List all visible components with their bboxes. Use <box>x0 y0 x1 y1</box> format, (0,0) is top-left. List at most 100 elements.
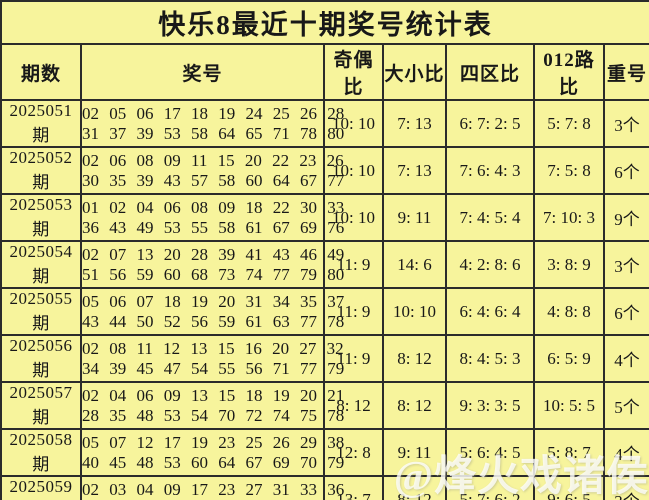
numbers-line-1: 02 04 06 09 13 15 18 19 20 21 <box>82 385 345 405</box>
period-cell: 2025051期 <box>0 99 82 148</box>
numbers-line-1: 02 03 04 09 17 23 27 31 33 36 <box>82 479 345 499</box>
big-small-cell: 14: 6 <box>382 240 447 289</box>
odd-even-cell: 10: 10 <box>323 193 384 242</box>
table-row: 2025052期 02 06 08 09 11 15 20 22 23 26 3… <box>0 146 649 195</box>
road-ratio-cell: 6: 5: 9 <box>533 334 605 383</box>
numbers-line-2: 36 43 49 53 55 58 61 67 69 76 <box>82 217 345 237</box>
numbers-line-2: 31 37 39 53 58 64 65 71 78 80 <box>82 123 345 143</box>
road-ratio-cell: 10: 5: 5 <box>533 381 605 430</box>
col-header-winning-numbers: 奖号 <box>80 43 325 101</box>
odd-even-cell: 12: 8 <box>323 428 384 477</box>
repeat-cell: 3个 <box>602 99 649 148</box>
title-row: 快乐8最近十期奖号统计表 <box>0 0 649 45</box>
big-small-cell: 8: 12 <box>382 475 447 500</box>
header-row: 期数 奖号 奇偶比 大小比 四区比 012路比 重号 <box>0 43 649 101</box>
four-zone-cell: 6: 7: 2: 5 <box>445 99 535 148</box>
page-title: 快乐8最近十期奖号统计表 <box>0 0 649 45</box>
odd-even-cell: 10: 10 <box>323 99 384 148</box>
numbers-line-2: 34 39 45 47 54 55 56 71 77 79 <box>82 358 345 378</box>
period-cell: 2025052期 <box>0 146 82 195</box>
numbers-line-2: 30 35 39 43 57 58 60 64 67 77 <box>82 170 345 190</box>
repeat-cell: 4个 <box>602 334 649 383</box>
numbers-line-2: 51 56 59 60 68 73 74 77 79 80 <box>82 264 345 284</box>
table-row: 2025056期 02 08 11 12 13 15 16 20 27 32 3… <box>0 334 649 383</box>
period-cell: 2025056期 <box>0 334 82 383</box>
big-small-cell: 8: 12 <box>382 334 447 383</box>
repeat-cell: 9个 <box>602 193 649 242</box>
period-cell: 2025055期 <box>0 287 82 336</box>
road-ratio-cell: 4: 8: 8 <box>533 287 605 336</box>
big-small-cell: 10: 10 <box>382 287 447 336</box>
col-header-repeat-numbers: 重号 <box>602 43 649 101</box>
table-row: 2025057期 02 04 06 09 13 15 18 19 20 21 2… <box>0 381 649 430</box>
repeat-cell: 4个 <box>602 428 649 477</box>
repeat-cell: 6个 <box>602 146 649 195</box>
numbers-line-1: 02 08 11 12 13 15 16 20 27 32 <box>82 338 344 358</box>
col-header-period: 期数 <box>0 43 82 101</box>
repeat-cell: 3个 <box>602 475 649 500</box>
four-zone-cell: 5: 6: 4: 5 <box>445 428 535 477</box>
numbers-cell: 05 06 07 18 19 20 31 34 35 37 43 44 50 5… <box>80 287 345 336</box>
numbers-cell: 02 05 06 17 18 19 24 25 26 28 31 37 39 5… <box>80 99 345 148</box>
numbers-line-1: 02 07 13 20 28 39 41 43 46 49 <box>82 244 345 264</box>
four-zone-cell: 5: 7: 6: 2 <box>445 475 535 500</box>
period-cell: 2025053期 <box>0 193 82 242</box>
numbers-cell: 02 04 06 09 13 15 18 19 20 21 28 35 48 5… <box>80 381 345 430</box>
road-ratio-cell: 5: 7: 8 <box>533 99 605 148</box>
table-row: 2025051期 02 05 06 17 18 19 24 25 26 28 3… <box>0 99 649 148</box>
four-zone-cell: 7: 6: 4: 3 <box>445 146 535 195</box>
numbers-line-2: 28 35 48 53 54 70 72 74 75 78 <box>82 405 345 425</box>
big-small-cell: 7: 13 <box>382 99 447 148</box>
odd-even-cell: 11: 9 <box>323 240 384 289</box>
road-ratio-cell: 3: 8: 9 <box>533 240 605 289</box>
four-zone-cell: 7: 4: 5: 4 <box>445 193 535 242</box>
numbers-line-1: 02 06 08 09 11 15 20 22 23 26 <box>82 150 344 170</box>
col-header-four-zone-ratio: 四区比 <box>445 43 535 101</box>
period-cell: 2025054期 <box>0 240 82 289</box>
numbers-line-2: 40 45 48 53 60 64 67 69 70 79 <box>82 452 345 472</box>
odd-even-cell: 13: 7 <box>323 475 384 500</box>
table-row: 2025059期 02 03 04 09 17 23 27 31 33 36 3… <box>0 475 649 500</box>
numbers-cell: 01 02 04 06 08 09 18 22 30 33 36 43 49 5… <box>80 193 345 242</box>
numbers-cell: 05 07 12 17 19 23 25 26 29 38 40 45 48 5… <box>80 428 345 477</box>
numbers-line-1: 05 07 12 17 19 23 25 26 29 38 <box>82 432 345 452</box>
road-ratio-cell: 7: 10: 3 <box>533 193 605 242</box>
period-cell: 2025058期 <box>0 428 82 477</box>
road-ratio-cell: 5: 8: 7 <box>533 428 605 477</box>
period-cell: 2025057期 <box>0 381 82 430</box>
numbers-cell: 02 06 08 09 11 15 20 22 23 26 30 35 39 4… <box>80 146 345 195</box>
table-row: 2025054期 02 07 13 20 28 39 41 43 46 49 5… <box>0 240 649 289</box>
four-zone-cell: 8: 4: 5: 3 <box>445 334 535 383</box>
big-small-cell: 9: 11 <box>382 428 447 477</box>
repeat-cell: 6个 <box>602 287 649 336</box>
table-row: 2025055期 05 06 07 18 19 20 31 34 35 37 4… <box>0 287 649 336</box>
repeat-cell: 5个 <box>602 381 649 430</box>
big-small-cell: 9: 11 <box>382 193 447 242</box>
big-small-cell: 7: 13 <box>382 146 447 195</box>
four-zone-cell: 4: 2: 8: 6 <box>445 240 535 289</box>
road-ratio-cell: 7: 5: 8 <box>533 146 605 195</box>
four-zone-cell: 9: 3: 3: 5 <box>445 381 535 430</box>
numbers-line-1: 01 02 04 06 08 09 18 22 30 33 <box>82 197 345 217</box>
numbers-line-2: 43 44 50 52 56 59 61 63 77 78 <box>82 311 345 331</box>
big-small-cell: 8: 12 <box>382 381 447 430</box>
odd-even-cell: 11: 9 <box>323 287 384 336</box>
road-ratio-cell: 9: 6: 5 <box>533 475 605 500</box>
numbers-line-1: 05 06 07 18 19 20 31 34 35 37 <box>82 291 345 311</box>
table-row: 2025058期 05 07 12 17 19 23 25 26 29 38 4… <box>0 428 649 477</box>
period-cell: 2025059期 <box>0 475 82 500</box>
col-header-odd-even-ratio: 奇偶比 <box>323 43 384 101</box>
col-header-012-road-ratio: 012路比 <box>533 43 605 101</box>
odd-even-cell: 10: 10 <box>323 146 384 195</box>
numbers-cell: 02 03 04 09 17 23 27 31 33 36 37 39 42 4… <box>80 475 345 500</box>
odd-even-cell: 8: 12 <box>323 381 384 430</box>
numbers-line-1: 02 05 06 17 18 19 24 25 26 28 <box>82 103 345 123</box>
table-row: 2025053期 01 02 04 06 08 09 18 22 30 33 3… <box>0 193 649 242</box>
numbers-cell: 02 08 11 12 13 15 16 20 27 32 34 39 45 4… <box>80 334 345 383</box>
numbers-cell: 02 07 13 20 28 39 41 43 46 49 51 56 59 6… <box>80 240 345 289</box>
four-zone-cell: 6: 4: 6: 4 <box>445 287 535 336</box>
repeat-cell: 3个 <box>602 240 649 289</box>
odd-even-cell: 11: 9 <box>323 334 384 383</box>
